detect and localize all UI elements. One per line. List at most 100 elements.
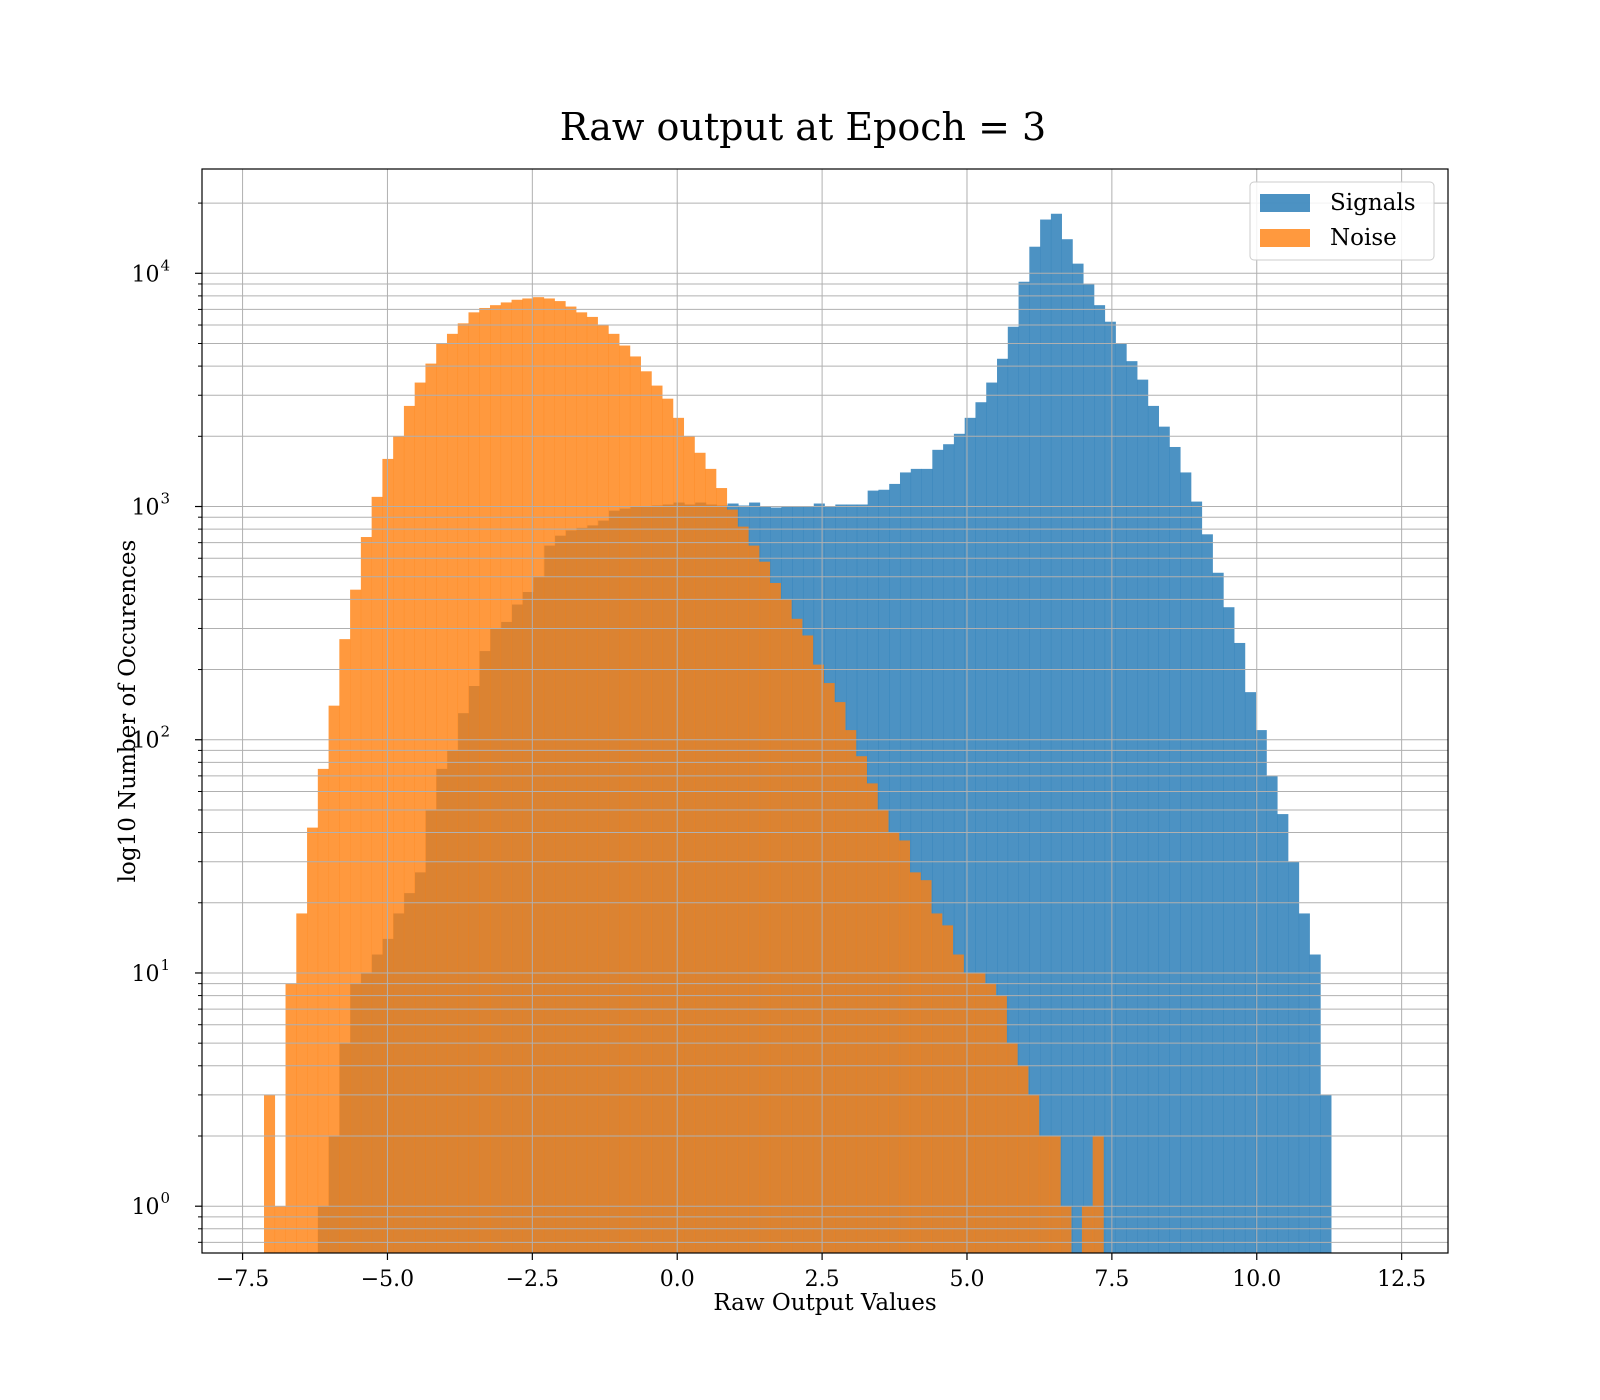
noise-bar xyxy=(791,618,803,1253)
noise-bar xyxy=(307,827,319,1253)
noise-bar xyxy=(995,995,1007,1253)
x-tick-label: 2.5 xyxy=(805,1267,840,1292)
noise-bar xyxy=(371,496,383,1253)
noise-bar xyxy=(985,983,997,1253)
y-axis-label: log10 Number of Occurences xyxy=(115,540,141,883)
noise-bar xyxy=(468,312,480,1254)
noise-bar xyxy=(446,333,459,1254)
noise-bar xyxy=(350,589,362,1253)
noise-bar xyxy=(705,468,717,1253)
noise-bar xyxy=(748,545,760,1253)
noise-bar xyxy=(769,582,781,1253)
noise-bar xyxy=(1092,1135,1104,1253)
signals-bar xyxy=(1234,642,1246,1253)
signals-bar xyxy=(1212,572,1224,1253)
noise-bar xyxy=(533,297,545,1253)
legend: Signals Noise xyxy=(1249,181,1435,261)
noise-bar xyxy=(1038,1135,1050,1253)
noise-bar xyxy=(683,436,695,1253)
signals-bar xyxy=(1094,305,1106,1253)
noise-bar xyxy=(909,872,921,1253)
signals-bar xyxy=(975,402,987,1254)
signals-bar xyxy=(1320,1094,1332,1253)
signals-bar xyxy=(1266,775,1278,1253)
noise-bar xyxy=(425,363,437,1254)
noise-bar xyxy=(920,880,932,1253)
noise-bar xyxy=(845,730,857,1253)
noise-bar xyxy=(726,509,738,1254)
noise-bar xyxy=(694,452,706,1253)
y-tick-label: 103 xyxy=(131,490,170,521)
signals-bar xyxy=(1223,607,1235,1253)
y-tick-label: 101 xyxy=(131,956,170,987)
noise-bar xyxy=(942,925,954,1253)
signals-bar xyxy=(1072,263,1084,1253)
noise-bar xyxy=(812,664,824,1253)
noise-bar xyxy=(608,333,620,1254)
series-noise xyxy=(264,297,1104,1254)
noise-bar xyxy=(403,405,415,1253)
signals-bar xyxy=(1147,405,1159,1253)
noise-bar xyxy=(479,307,491,1254)
noise-bar xyxy=(619,345,631,1253)
x-tick-label: 0.0 xyxy=(660,1267,695,1292)
legend-swatch-noise xyxy=(1260,229,1310,247)
histogram-bars xyxy=(264,213,1332,1254)
noise-bar xyxy=(274,1206,286,1253)
noise-bar xyxy=(898,840,911,1253)
y-tick-label: 100 xyxy=(131,1189,170,1220)
noise-bar xyxy=(866,783,878,1253)
signals-bar xyxy=(1298,913,1310,1253)
legend-swatch-signals xyxy=(1260,194,1310,212)
noise-bar xyxy=(436,343,448,1253)
noise-bar xyxy=(759,561,771,1253)
noise-bar xyxy=(1049,1135,1061,1253)
noise-bar xyxy=(1028,1094,1040,1253)
noise-bar xyxy=(1081,1206,1093,1253)
noise-bar xyxy=(597,325,609,1253)
signals-bar xyxy=(1180,472,1192,1253)
signals-bar xyxy=(1018,281,1030,1253)
signals-bar xyxy=(932,449,944,1254)
noise-bar xyxy=(576,312,588,1254)
noise-bar xyxy=(640,371,652,1253)
noise-bar xyxy=(457,323,469,1253)
signals-bar xyxy=(1115,343,1127,1253)
x-tick-label: 7.5 xyxy=(1094,1267,1129,1292)
signals-bar xyxy=(953,433,965,1253)
signals-bar xyxy=(964,417,976,1254)
x-tick-label: 10.0 xyxy=(1232,1267,1281,1292)
signals-bar xyxy=(943,444,955,1254)
noise-bar xyxy=(296,913,308,1253)
x-tick-label: 12.5 xyxy=(1377,1267,1426,1292)
noise-bar xyxy=(511,299,523,1253)
signals-bar xyxy=(1158,426,1170,1253)
noise-bar xyxy=(963,972,975,1253)
noise-bar xyxy=(672,417,685,1254)
noise-bar xyxy=(931,913,943,1253)
noise-bar xyxy=(339,639,351,1253)
legend-label-noise: Noise xyxy=(1330,225,1397,251)
y-tick-label: 104 xyxy=(131,256,170,287)
x-tick-label: −2.5 xyxy=(506,1267,559,1292)
signals-bar xyxy=(1288,861,1300,1253)
plot-frame xyxy=(201,168,1449,1254)
signals-bar xyxy=(1137,379,1149,1253)
noise-bar xyxy=(1017,1065,1029,1253)
noise-bar xyxy=(651,385,663,1254)
signals-bar xyxy=(1191,501,1203,1254)
signals-bar xyxy=(1309,954,1321,1253)
signals-bar xyxy=(1126,361,1138,1253)
x-tick-label: −7.5 xyxy=(216,1267,269,1292)
signals-bar xyxy=(1040,219,1052,1253)
noise-bar xyxy=(414,382,426,1253)
signals-bar xyxy=(1255,730,1267,1253)
axis-ticks: −7.5 −5.0 −2.5 0.0 2.5 5.0 7.5 10.0 12.5 100 101 10… xyxy=(131,202,1426,1292)
noise-bar xyxy=(855,756,867,1253)
noise-bar xyxy=(737,526,749,1253)
signals-bar xyxy=(1029,246,1041,1253)
noise-bar xyxy=(974,972,986,1253)
noise-bar xyxy=(716,488,728,1253)
legend-label-signals: Signals xyxy=(1330,190,1416,216)
